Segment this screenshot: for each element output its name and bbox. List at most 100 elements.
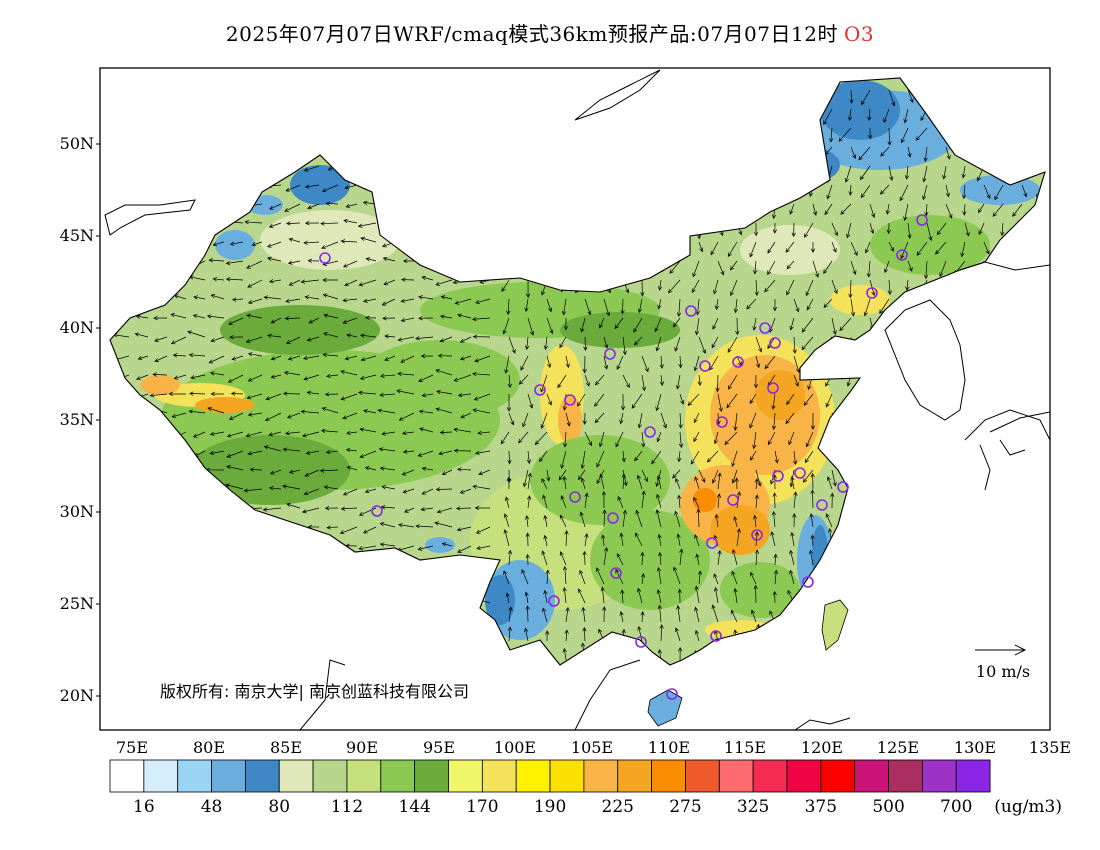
wind-arrow — [905, 279, 910, 291]
wind-arrow — [830, 492, 835, 509]
wind-arrow — [322, 293, 339, 300]
wind-arrow — [694, 534, 700, 547]
wind-arrow — [507, 374, 512, 389]
wind-arrow — [460, 412, 472, 419]
wind-arrow — [713, 573, 719, 585]
wind-arrow — [793, 491, 798, 509]
wind-arrow — [698, 241, 704, 253]
wind-arrow — [263, 445, 282, 452]
wind-arrow — [603, 298, 611, 317]
wind-arrow — [752, 431, 757, 450]
wind-arrow — [383, 279, 396, 286]
wind-arrow — [456, 526, 472, 532]
wind-arrow — [360, 355, 377, 362]
wind-arrow — [209, 431, 225, 436]
wind-arrow — [752, 514, 758, 528]
wind-arrow — [243, 488, 263, 493]
wind-arrow — [674, 336, 681, 352]
wind-arrow — [508, 412, 515, 426]
wind-arrow — [507, 626, 512, 642]
wind-arrow — [866, 260, 871, 278]
wind-arrow — [304, 469, 320, 477]
station-marker — [759, 322, 771, 334]
wind-arrow — [727, 241, 738, 258]
wind-arrow — [678, 431, 684, 449]
wind-arrow — [527, 472, 532, 490]
colorbar-swatch — [278, 759, 314, 793]
wind-arrow — [713, 279, 719, 295]
wind-arrow — [656, 431, 662, 443]
wind-arrow — [677, 588, 682, 604]
wind-arrow — [801, 317, 814, 333]
wind-arrow — [801, 336, 814, 351]
wind-arrow — [558, 469, 567, 481]
station-marker — [816, 499, 828, 511]
wind-arrow — [793, 374, 799, 387]
wind-arrow — [802, 469, 814, 483]
wind-arrow — [270, 355, 282, 361]
wind-arrow — [926, 222, 933, 242]
wind-arrow — [616, 355, 624, 371]
colorbar-swatch — [718, 759, 754, 793]
colorbar-label: 275 — [669, 797, 701, 817]
wind-arrow — [583, 336, 588, 351]
wind-arrow — [717, 260, 725, 276]
wind-arrow — [867, 108, 872, 122]
taiwan-island — [821, 599, 849, 651]
wind-arrow — [270, 317, 282, 324]
wind-arrow — [363, 409, 377, 414]
wind-arrow — [577, 588, 586, 604]
wind-arrow — [420, 353, 434, 359]
wind-arrow — [134, 332, 149, 338]
wind-arrow — [475, 450, 491, 455]
wind-arrow — [657, 648, 662, 661]
wind-arrow — [706, 450, 719, 463]
wind-arrow — [359, 427, 377, 433]
wind-arrow — [343, 218, 358, 224]
wind-arrow — [207, 406, 225, 414]
wind-arrow — [672, 317, 681, 328]
wind-arrow — [831, 241, 837, 253]
wind-arrow — [246, 260, 263, 269]
wind-arrow — [899, 184, 909, 202]
wind-arrow — [308, 317, 320, 324]
wind-arrow — [359, 450, 377, 459]
colorbar-swatch — [177, 759, 212, 793]
wind-arrow — [656, 589, 662, 604]
wind-arrow — [635, 532, 643, 547]
wind-arrow — [245, 336, 263, 343]
wind-arrow — [540, 412, 548, 429]
wind-arrow — [503, 570, 510, 585]
wind-arrow — [659, 374, 665, 387]
wind-arrow — [691, 279, 700, 294]
wind-arrow — [208, 355, 225, 364]
colorbar-label: 500 — [872, 797, 904, 817]
wind-arrow — [525, 605, 530, 623]
wind-arrow — [441, 542, 453, 547]
wind-arrow — [453, 427, 472, 433]
wind-arrow — [983, 184, 991, 199]
wind-arrow — [831, 317, 837, 335]
wind-arrow — [935, 241, 947, 255]
wind-arrow — [580, 450, 586, 470]
wind-arrow — [960, 241, 966, 258]
colorbar-swatch — [448, 759, 483, 793]
station-marker — [569, 491, 581, 503]
wind-arrow — [419, 427, 434, 433]
wind-arrow — [669, 260, 681, 274]
wind-arrow — [767, 431, 776, 446]
wind-arrow — [340, 393, 358, 401]
wind-arrow — [301, 507, 320, 514]
wind-arrow — [923, 146, 928, 163]
wind-arrow — [342, 298, 358, 303]
wind-arrow — [888, 241, 894, 252]
wind-arrow — [640, 279, 645, 297]
wind-arrow — [579, 511, 586, 528]
wind-arrow — [804, 222, 814, 238]
lon-label: 105E — [571, 738, 613, 757]
wind-arrow — [916, 241, 928, 256]
wind-arrow — [601, 490, 607, 509]
wind-arrow — [772, 590, 777, 604]
station-marker — [769, 337, 781, 349]
wind-arrow — [579, 569, 586, 585]
